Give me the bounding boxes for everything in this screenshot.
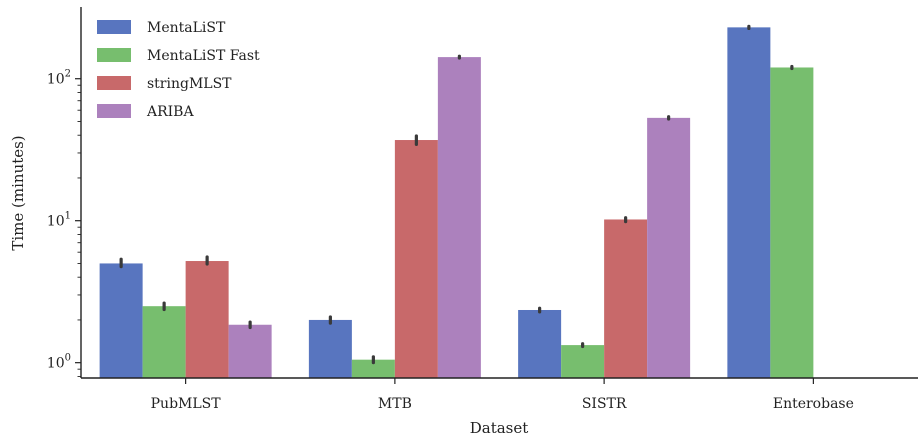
y-ticks-layer: 100 101 102	[47, 69, 81, 377]
axes-layer	[80, 7, 918, 379]
x-tick-label: MTB	[378, 396, 412, 412]
bar-stringmlst	[185, 261, 229, 378]
legend-swatch	[97, 76, 131, 90]
legend-swatch	[97, 48, 131, 62]
error-bars-layer	[119, 24, 794, 365]
y-tick-label: 100	[47, 353, 71, 372]
y-axis-title: Time (minutes)	[9, 135, 27, 250]
legend-label: ARIBA	[146, 104, 194, 120]
bar-mentalist	[518, 309, 562, 378]
x-ticks-layer: PubMLST MTB SISTR Enterobase	[151, 378, 854, 412]
bar-ariba	[437, 57, 481, 378]
legend-label: stringMLST	[147, 76, 232, 92]
legend-label: MentaLiST	[147, 20, 226, 36]
bar-mentalist-fast	[142, 306, 186, 378]
bar-mentalist-fast	[770, 67, 814, 378]
bar-stringmlst	[604, 219, 648, 378]
legend: MentaLiST MentaLiST Fast stringMLST ARIBA	[97, 20, 260, 120]
bar-mentalist	[308, 319, 352, 378]
bar-mentalist-fast	[351, 359, 395, 378]
x-tick-label: SISTR	[582, 396, 627, 412]
bar-ariba	[228, 324, 272, 378]
legend-label: MentaLiST Fast	[147, 48, 260, 64]
legend-swatch	[97, 20, 131, 34]
x-tick-label: Enterobase	[773, 396, 854, 412]
bar-mentalist	[99, 263, 143, 378]
y-tick-label: 101	[47, 211, 71, 230]
y-tick-label: 102	[47, 69, 71, 88]
bar-stringmlst	[394, 140, 438, 378]
bars-layer	[99, 27, 814, 379]
x-tick-label: PubMLST	[151, 396, 222, 412]
legend-swatch	[97, 104, 131, 118]
bar-mentalist-fast	[561, 345, 605, 378]
bar-ariba	[647, 117, 691, 378]
bar-mentalist	[727, 27, 771, 379]
x-axis-title: Dataset	[470, 419, 529, 437]
